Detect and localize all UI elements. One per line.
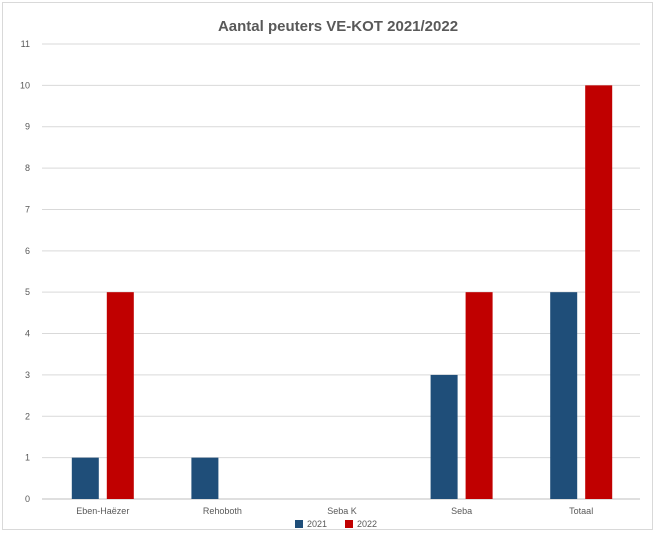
x-tick-label: Eben-Haëzer — [76, 506, 129, 516]
x-axis: Eben-Haëzer Rehoboth Seba K Seba Totaal — [76, 506, 593, 516]
x-tick-label: Rehoboth — [203, 506, 242, 516]
bar-2022 — [106, 292, 134, 499]
legend: 2021 2022 — [295, 519, 377, 529]
chart-title: Aantal peuters VE-KOT 2021/2022 — [218, 18, 458, 35]
x-tick-label: Totaal — [569, 506, 593, 516]
bar-2021 — [191, 457, 219, 499]
y-axis: 0 1 2 3 4 5 6 7 8 9 10 11 — [20, 39, 30, 504]
bar-2022 — [585, 85, 613, 499]
y-tick-label: 1 — [25, 453, 30, 463]
y-tick-label: 5 — [25, 287, 30, 297]
gridlines — [42, 43, 640, 500]
legend-swatch-2021 — [295, 520, 303, 528]
y-tick-label: 0 — [25, 494, 30, 504]
y-tick-label: 4 — [25, 329, 30, 339]
y-tick-label: 8 — [25, 163, 30, 173]
y-tick-label: 3 — [25, 370, 30, 380]
y-tick-label: 2 — [25, 411, 30, 421]
x-tick-label: Seba — [451, 506, 472, 516]
y-tick-label: 9 — [25, 122, 30, 132]
bar-2021 — [71, 457, 99, 499]
y-tick-label: 10 — [20, 80, 30, 90]
y-tick-label: 7 — [25, 204, 30, 214]
legend-label: 2022 — [357, 519, 377, 529]
bar-2021 — [430, 374, 458, 499]
y-tick-label: 6 — [25, 246, 30, 256]
bar-2021 — [550, 292, 578, 499]
y-tick-label: 11 — [21, 39, 30, 49]
legend-swatch-2022 — [345, 520, 353, 528]
x-tick-label: Seba K — [327, 506, 357, 516]
legend-label: 2021 — [307, 519, 327, 529]
bars — [71, 85, 613, 499]
bar-2022 — [465, 292, 493, 499]
